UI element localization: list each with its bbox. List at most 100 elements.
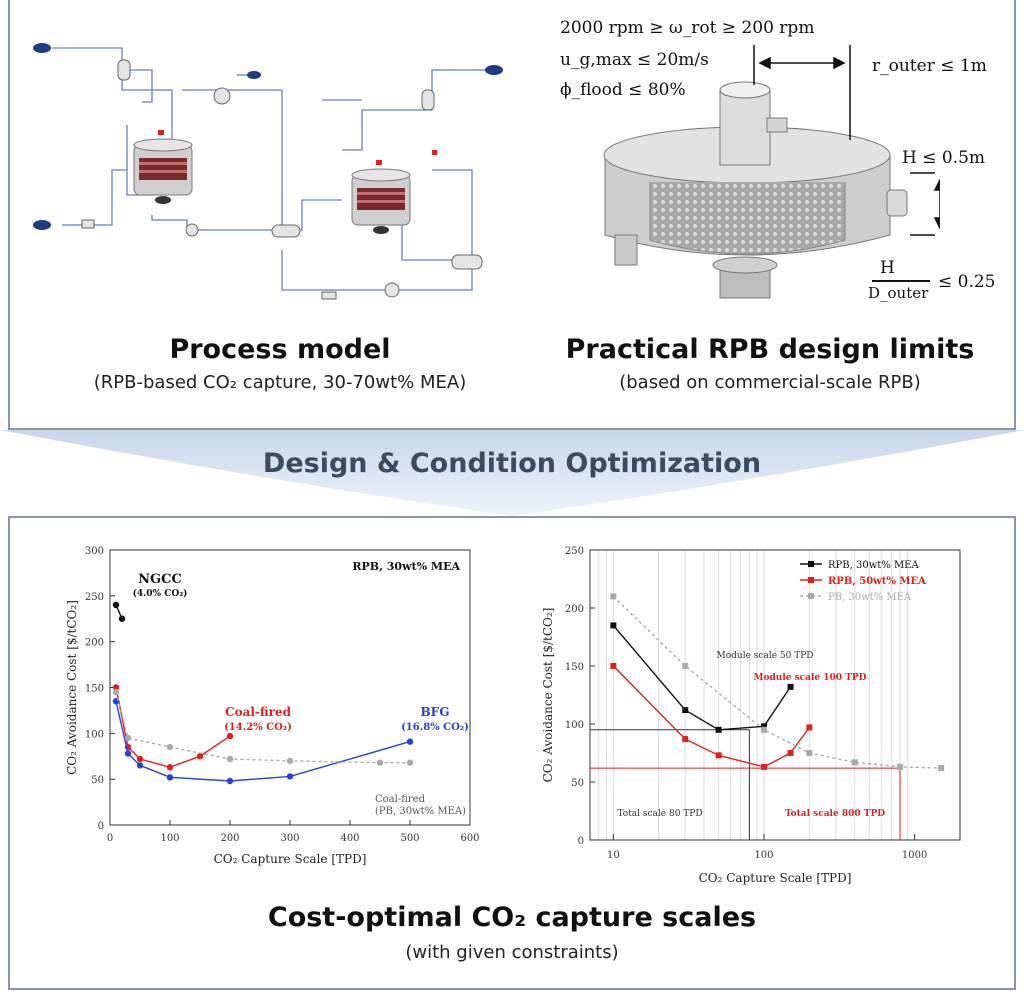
x-tick-label: 100 xyxy=(160,833,179,844)
x-tick-label: 600 xyxy=(460,833,479,844)
data-point xyxy=(286,773,294,780)
data-point xyxy=(112,684,120,691)
constraint-ratio-den: D_outer xyxy=(868,284,929,302)
annotation: NGCC xyxy=(138,572,182,587)
data-point xyxy=(118,615,126,622)
rpb-limits-subtitle: (based on commercial-scale RPB) xyxy=(619,372,921,393)
data-point xyxy=(760,763,767,770)
data-point xyxy=(124,750,132,757)
y-tick-label: 100 xyxy=(565,720,584,731)
data-point xyxy=(682,707,689,714)
annotation: (16.8% CO₂) xyxy=(401,722,469,733)
process-model-title: Process model xyxy=(169,334,391,365)
rpb-limits-title: Practical RPB design limits xyxy=(565,334,975,365)
x-tick-label: 10 xyxy=(607,850,620,861)
rpb-equipment-drawing xyxy=(603,81,908,299)
desorber-vessel xyxy=(351,168,411,234)
y-tick-label: 0 xyxy=(98,821,104,832)
data-point xyxy=(166,774,174,781)
process-model-subtitle: (RPB-based CO₂ capture, 30-70wt% MEA) xyxy=(93,372,467,393)
left-chart: 0 100 200 300 400 500 600 0 50 100 150 200 250 300 CO₂… xyxy=(65,546,480,866)
banner-title: Design & Condition Optimization xyxy=(262,448,762,479)
x-tick-label: 1000 xyxy=(902,850,927,861)
y-tick-label: 50 xyxy=(571,778,584,789)
x-axis-label: CO₂ Capture Scale [TPD] xyxy=(214,852,367,866)
constraint-flood: ϕ_flood ≤ 80% xyxy=(560,80,686,100)
data-point xyxy=(226,732,234,740)
data-point xyxy=(897,763,904,770)
constraint-rpm: 2000 rpm ≥ ω_rot ≥ 200 rpm xyxy=(560,18,815,38)
process-flowsheet xyxy=(33,43,503,300)
top-panel: Process model (RPB-based CO₂ capture, 30… xyxy=(8,0,1016,430)
annotation: Module scale 100 TPD xyxy=(754,673,867,683)
data-point xyxy=(406,738,414,745)
data-point xyxy=(760,723,767,730)
x-tick-label: 400 xyxy=(340,833,359,844)
data-point xyxy=(682,736,689,743)
data-point xyxy=(715,726,722,733)
annotation: (14.2% CO₂) xyxy=(224,722,292,733)
constraint-radius: r_outer ≤ 1m xyxy=(872,56,987,76)
data-point xyxy=(610,663,617,669)
data-point xyxy=(806,750,813,756)
legend-marker xyxy=(808,577,814,583)
legend-marker xyxy=(808,593,814,599)
annotation: (4.0% CO₂) xyxy=(133,588,188,599)
y-axis-label: CO₂ Avoidance Cost [$/tCO₂] xyxy=(65,600,79,775)
y-tick-label: 150 xyxy=(565,662,584,673)
data-point xyxy=(682,663,689,669)
banner-arrow xyxy=(0,430,1024,516)
legend-marker xyxy=(808,561,814,567)
legend-label: PB, 30wt% MEA xyxy=(828,592,912,603)
y-tick-label: 0 xyxy=(578,836,584,847)
y-tick-label: 100 xyxy=(85,729,104,740)
data-point xyxy=(112,601,120,609)
x-tick-label: 100 xyxy=(754,850,773,861)
constraint-height: H ≤ 0.5m xyxy=(902,148,986,168)
data-point xyxy=(760,726,767,733)
constraint-velocity: u_g,max ≤ 20m/s xyxy=(560,50,709,70)
data-point xyxy=(124,734,132,742)
absorber-vessel xyxy=(133,138,193,204)
x-axis-label: CO₂ Capture Scale [TPD] xyxy=(699,871,852,885)
data-point xyxy=(610,622,617,629)
data-point xyxy=(938,765,945,772)
dimension-lines xyxy=(753,45,940,236)
right-chart: 10 100 1000 0 50 100 150 200 250 CO₂ Capture Scal… xyxy=(541,546,961,885)
data-point xyxy=(715,752,722,759)
annotation: Module scale 50 TPD xyxy=(717,651,814,661)
data-point xyxy=(166,764,174,771)
bottom-subtitle: (with given constraints) xyxy=(405,942,619,963)
data-point xyxy=(286,757,294,765)
ratio-bar xyxy=(872,280,930,282)
y-tick-label: 150 xyxy=(85,684,104,695)
annotation: Coal-fired xyxy=(375,794,426,805)
y-tick-label: 200 xyxy=(565,604,584,615)
data-point xyxy=(112,688,120,696)
data-point xyxy=(851,759,858,766)
data-point xyxy=(806,724,813,731)
y-tick-label: 200 xyxy=(85,638,104,649)
data-point xyxy=(136,762,144,769)
y-tick-label: 250 xyxy=(85,592,104,603)
x-tick-label: 0 xyxy=(107,833,113,844)
data-point xyxy=(787,750,794,756)
series-line xyxy=(612,665,810,768)
y-tick-label: 50 xyxy=(91,775,104,786)
bottom-panel: 0 100 200 300 400 500 600 0 50 100 150 200 250 300 CO₂… xyxy=(8,516,1016,990)
annotation: Coal-fired xyxy=(225,705,292,719)
x-tick-label: 200 xyxy=(220,833,239,844)
bottom-title: Cost-optimal CO₂ capture scales xyxy=(267,902,757,933)
data-point xyxy=(226,755,234,763)
constraint-ratio-num: H xyxy=(880,258,895,278)
annotation: Total scale 800 TPD xyxy=(785,809,885,819)
data-point xyxy=(226,777,234,785)
y-axis-label: CO₂ Avoidance Cost [$/tCO₂] xyxy=(541,608,555,783)
data-point xyxy=(376,759,384,766)
legend-label: RPB, 30wt% MEA xyxy=(828,560,919,571)
data-point xyxy=(166,743,174,751)
y-tick-label: 250 xyxy=(565,546,584,557)
x-tick-label: 300 xyxy=(280,833,299,844)
inset-label: RPB, 30wt% MEA xyxy=(352,560,460,573)
annotation: (PB, 30wt% MEA) xyxy=(375,806,466,817)
